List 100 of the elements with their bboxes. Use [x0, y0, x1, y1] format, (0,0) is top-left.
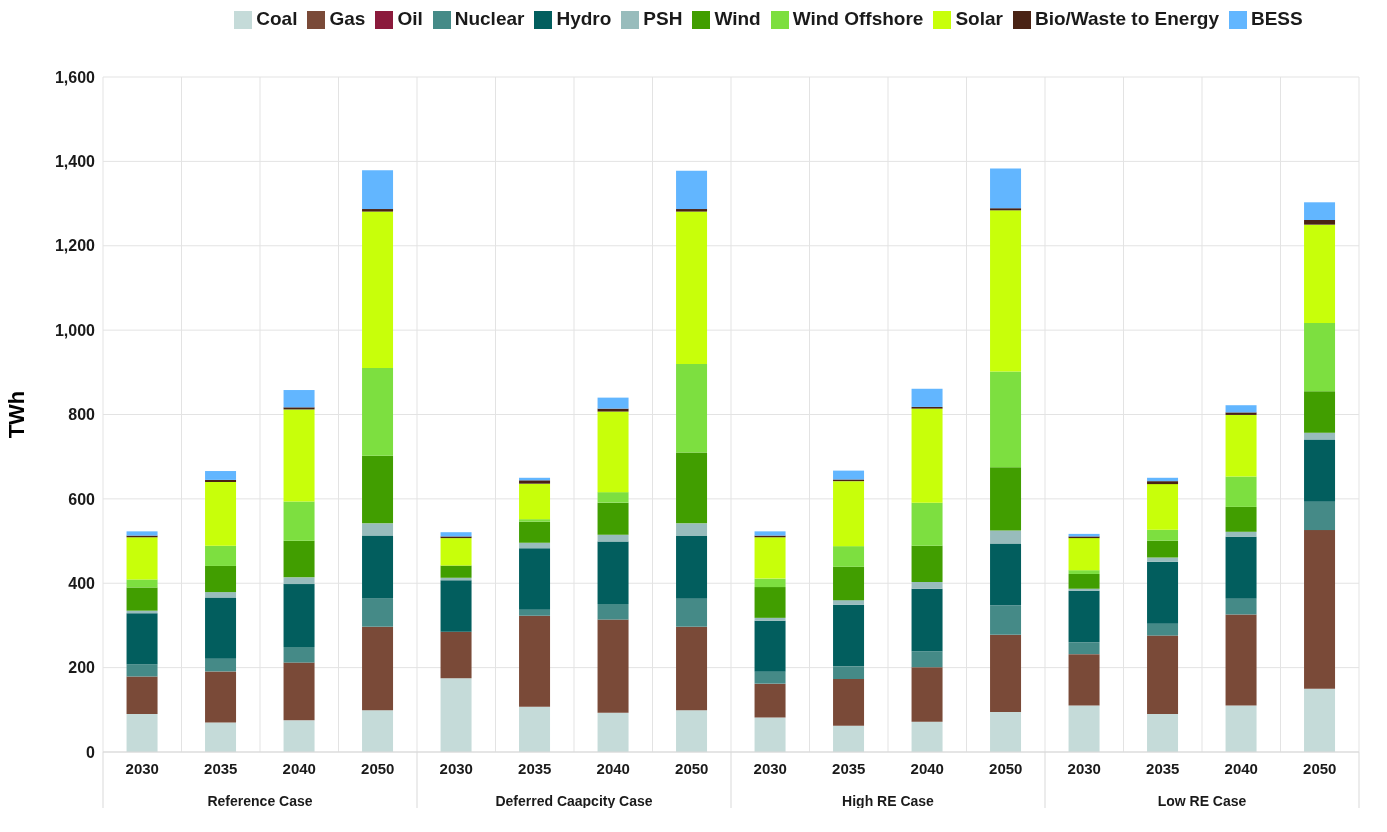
text: Reference Case [207, 793, 313, 809]
bar [1304, 688, 1336, 752]
bar [990, 210, 1022, 372]
y-tick-label: 1,400 [54, 153, 96, 171]
bar [283, 407, 315, 410]
legend-label: BESS [1250, 8, 1303, 29]
bar [205, 482, 237, 546]
bar [1225, 705, 1257, 752]
bar [676, 170, 708, 210]
bar [911, 388, 943, 407]
bar [440, 565, 472, 578]
bar [597, 397, 629, 409]
bar [1068, 538, 1100, 571]
bar [1147, 623, 1179, 636]
bar [1068, 588, 1100, 591]
bar [1068, 573, 1100, 589]
y-tick-label: 1,200 [54, 237, 96, 255]
bar [362, 523, 394, 536]
bar [440, 580, 472, 632]
bar [990, 605, 1022, 635]
bar [833, 725, 865, 752]
bar [990, 634, 1022, 712]
bar [833, 546, 865, 567]
bar [597, 492, 629, 503]
bar [205, 597, 237, 659]
bar [440, 532, 472, 537]
y-tick-label: 600 [68, 490, 96, 508]
bar [1225, 614, 1257, 706]
bar [126, 714, 158, 752]
bar [362, 598, 394, 627]
bar [990, 467, 1022, 531]
bar [519, 521, 551, 543]
bar [1068, 590, 1100, 643]
bar [1225, 405, 1257, 413]
text: Deferred Caapcity Case [495, 793, 653, 809]
bar [1225, 412, 1257, 415]
bar [283, 646, 315, 663]
y-tick-label: 200 [68, 659, 96, 677]
text: Low RE Case [1157, 793, 1247, 809]
bar [126, 587, 158, 611]
legend-label: Oil [397, 8, 423, 29]
bar [126, 531, 158, 536]
bar [1147, 540, 1179, 558]
x-tick-label: 2035 [204, 760, 238, 777]
bar [990, 208, 1022, 211]
bar [754, 531, 786, 536]
bar [126, 664, 158, 677]
y-tick-label: 400 [68, 574, 96, 592]
bar [911, 667, 943, 722]
bar [833, 666, 865, 680]
bar [283, 409, 315, 502]
bar [1304, 220, 1336, 225]
bar [990, 168, 1022, 209]
bar [597, 408, 629, 412]
bar [1068, 705, 1100, 752]
bar [676, 363, 708, 453]
bar [519, 706, 551, 752]
x-tick-label: 2040 [910, 760, 944, 777]
bar [205, 722, 237, 752]
bar [519, 483, 551, 520]
bar [283, 501, 315, 541]
bar [676, 523, 708, 536]
bar [676, 626, 708, 711]
bar [833, 566, 865, 601]
y-axis-title: TWh [3, 390, 29, 439]
bar [1068, 642, 1100, 655]
legend-label: Bio/Waste to Energy [1034, 8, 1219, 29]
legend-label: Hydro [556, 8, 612, 29]
bar [1147, 484, 1179, 530]
bar [597, 541, 629, 604]
x-tick-label: 2040 [282, 760, 316, 777]
bar [597, 603, 629, 620]
x-tick-label: 2035 [832, 760, 866, 777]
bar [833, 604, 865, 667]
bar [283, 584, 315, 647]
bar [1304, 391, 1336, 433]
bar [754, 683, 786, 718]
bar [519, 548, 551, 610]
bar [911, 651, 943, 668]
bar [519, 609, 551, 616]
bar [676, 598, 708, 627]
bar [205, 545, 237, 566]
y-tick-label: 800 [68, 406, 96, 424]
bar [911, 588, 943, 652]
bar [833, 470, 865, 480]
bar [519, 615, 551, 707]
bar [126, 579, 158, 588]
x-tick-label: 2035 [1146, 760, 1180, 777]
bar [676, 209, 708, 212]
bar [1304, 439, 1336, 502]
bar [440, 678, 472, 752]
bar [1225, 531, 1257, 537]
bar [283, 540, 315, 578]
bar [754, 587, 786, 618]
y-tick-label: 0 [86, 743, 96, 761]
bar [1225, 536, 1257, 599]
text: High RE Case [842, 793, 935, 809]
bar [911, 502, 943, 546]
bar [1304, 501, 1336, 531]
bar [754, 717, 786, 752]
